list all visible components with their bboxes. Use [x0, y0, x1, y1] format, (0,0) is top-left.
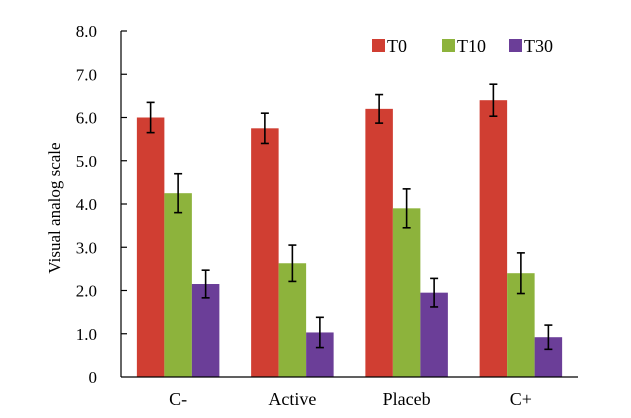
y-tick-label: 7.0	[76, 65, 97, 84]
x-axis: C- Active Placeb C+	[169, 389, 532, 409]
y-tick-label: 5.0	[76, 152, 97, 171]
y-tick-label: 1.0	[76, 325, 97, 344]
y-axis: 0 1.0 2.0 3.0 4.0 5.0 6.0 7.0 8.0	[76, 22, 127, 387]
bar-t10	[164, 193, 192, 377]
y-tick-label: 4.0	[76, 195, 97, 214]
y-tick-label: 2.0	[76, 282, 97, 301]
bar-t10	[392, 208, 421, 377]
bar-t0	[479, 100, 508, 377]
legend-label-t10: T10	[457, 36, 486, 56]
y-tick-label: 8.0	[76, 22, 97, 41]
y-tick-label: 3.0	[76, 238, 97, 257]
y-tick-label: 6.0	[76, 109, 97, 128]
x-tick-label: Active	[268, 389, 316, 409]
bar-t0	[365, 108, 393, 377]
legend-label-t0: T0	[387, 36, 407, 56]
y-axis-title: Visual analog scale	[45, 142, 64, 273]
bar-t30	[191, 284, 220, 377]
legend: T0 T10 T30	[372, 36, 553, 56]
legend-swatch-t30	[509, 39, 522, 52]
y-tick-label: 0	[89, 368, 98, 387]
legend-swatch-t0	[372, 39, 385, 52]
legend-label-t30: T30	[524, 36, 553, 56]
x-tick-label: Placeb	[383, 389, 431, 409]
error-bars	[146, 83, 553, 351]
bar-t0	[136, 117, 165, 377]
legend-swatch-t10	[442, 39, 455, 52]
bar-t0	[251, 128, 279, 377]
x-tick-label: C+	[510, 389, 532, 409]
bars	[136, 100, 563, 377]
x-tick-label: C-	[169, 389, 187, 409]
